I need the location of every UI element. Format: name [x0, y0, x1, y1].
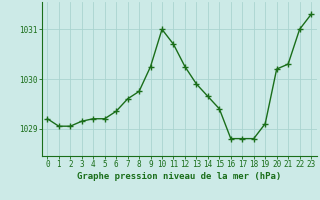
- X-axis label: Graphe pression niveau de la mer (hPa): Graphe pression niveau de la mer (hPa): [77, 172, 281, 181]
